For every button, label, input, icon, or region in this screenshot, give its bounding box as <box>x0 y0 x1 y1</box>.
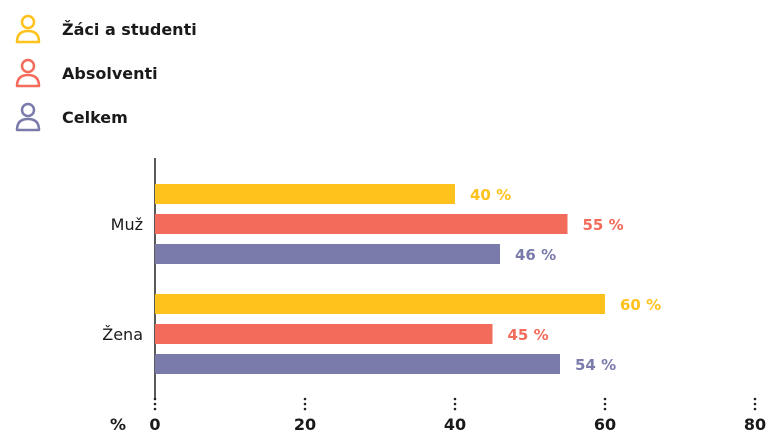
x-tick-dot <box>753 407 757 411</box>
legend-label-students: Žáci a studenti <box>62 20 197 39</box>
x-tick-dot <box>303 402 307 406</box>
bar <box>155 354 560 374</box>
person-icon <box>15 58 41 88</box>
x-tick-dot <box>153 397 157 401</box>
data-label: 40 % <box>470 186 511 204</box>
data-label: 60 % <box>620 296 661 314</box>
x-tick-dot <box>453 407 457 411</box>
bar <box>155 324 493 344</box>
x-tick-label: 0 <box>149 415 160 433</box>
legend-label-total: Celkem <box>62 108 128 127</box>
x-tick-dot <box>153 402 157 406</box>
x-tick-dot <box>753 397 757 401</box>
x-tick-dot <box>303 407 307 411</box>
x-tick-label: 20 <box>294 415 316 433</box>
data-label: 54 % <box>575 356 616 374</box>
x-tick-dot <box>303 397 307 401</box>
bar <box>155 214 568 234</box>
data-label: 45 % <box>508 326 549 344</box>
person-icon <box>15 102 41 132</box>
x-tick-label: 60 <box>594 415 616 433</box>
x-tick-dot <box>453 397 457 401</box>
bar <box>155 294 605 314</box>
category-label: Žena <box>102 325 143 344</box>
x-tick-dot <box>753 402 757 406</box>
x-tick-dot <box>603 402 607 406</box>
person-icon <box>15 14 41 44</box>
x-tick-dot <box>603 397 607 401</box>
bar <box>155 184 455 204</box>
x-tick-dot <box>453 402 457 406</box>
data-label: 46 % <box>515 246 556 264</box>
x-tick-dot <box>603 407 607 411</box>
x-tick-label: 80 <box>744 415 766 433</box>
bar <box>155 244 500 264</box>
x-tick-label: 40 <box>444 415 466 433</box>
x-axis-label: % <box>110 415 126 433</box>
category-label: Muž <box>111 215 143 234</box>
data-label: 55 % <box>583 216 624 234</box>
x-tick-dot <box>153 407 157 411</box>
legend-label-graduates: Absolventi <box>62 64 158 83</box>
